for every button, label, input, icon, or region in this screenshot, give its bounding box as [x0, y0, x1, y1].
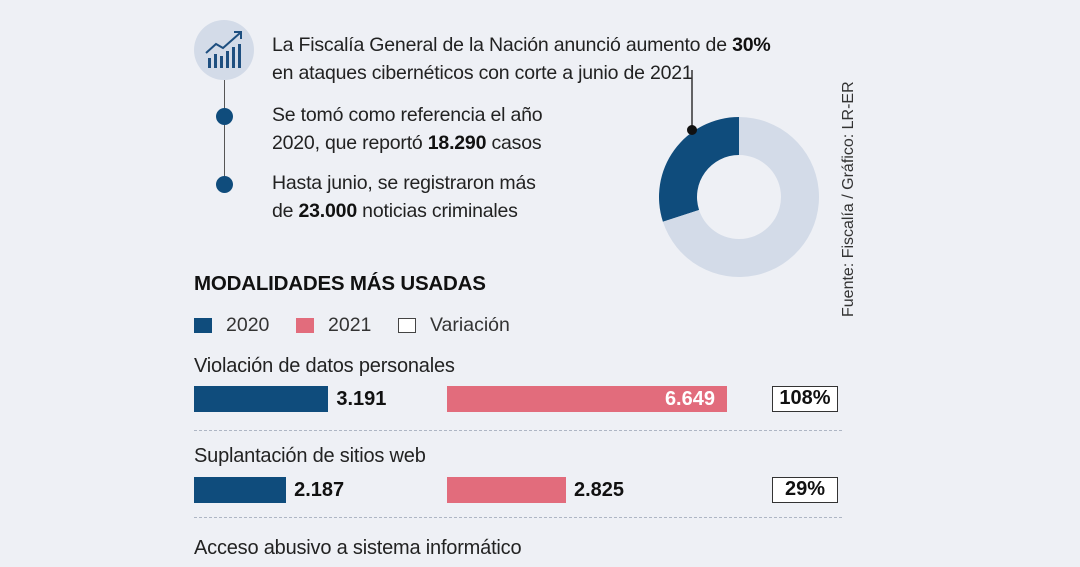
- category-label: Violación de datos personales: [194, 355, 455, 377]
- bar-2020: [194, 477, 287, 503]
- bar-2021: [447, 386, 727, 412]
- bar-2021: [447, 477, 566, 503]
- donut-chart: [659, 70, 819, 277]
- variation-badge: 108%: [772, 386, 838, 412]
- divider: [194, 430, 842, 431]
- value-label-2020: 2.187: [294, 479, 345, 501]
- legend-swatch-variacion: [398, 317, 416, 333]
- chart-growth-icon: [194, 20, 254, 80]
- source-text: Fuente: Fiscalía / Gráfico: LR-ER: [840, 81, 857, 317]
- legend-item-2020: 2020: [194, 312, 269, 338]
- legend-item-2021: 2021: [296, 312, 371, 338]
- legend-item-variacion: Variación: [398, 312, 510, 338]
- source-note: Fuente: Fiscalía / Gráfico: LR-ER: [837, 81, 861, 320]
- fact-3: Hasta junio, se registraron más de 23.00…: [272, 172, 536, 222]
- value-label-2020: 3.191: [336, 388, 387, 410]
- callout-dot: [687, 125, 697, 135]
- value-label-2021: 6.649: [664, 388, 715, 410]
- timeline-dot: [216, 176, 233, 193]
- category-label: Suplantación de sitios web: [194, 445, 426, 467]
- fact-1: La Fiscalía General de la Nación anunció…: [272, 34, 771, 84]
- fact-2: Se tomó como referencia el año 2020, que…: [272, 104, 543, 154]
- timeline-line: [223, 80, 225, 184]
- legend-swatch-2020: [194, 317, 212, 333]
- legend-swatch-2021: [296, 317, 314, 333]
- bar-2020: [194, 386, 329, 412]
- variation-badge: 29%: [772, 477, 838, 503]
- value-label-2021: 2.825: [573, 479, 625, 501]
- divider: [194, 517, 842, 518]
- donut-slice-rest: [662, 117, 819, 277]
- donut-slice-highlight: [659, 117, 739, 222]
- chart-title: MODALIDADES MÁS USADAS: [194, 272, 486, 295]
- timeline-dot: [216, 108, 233, 125]
- category-label: Acceso abusivo a sistema informático: [194, 537, 522, 559]
